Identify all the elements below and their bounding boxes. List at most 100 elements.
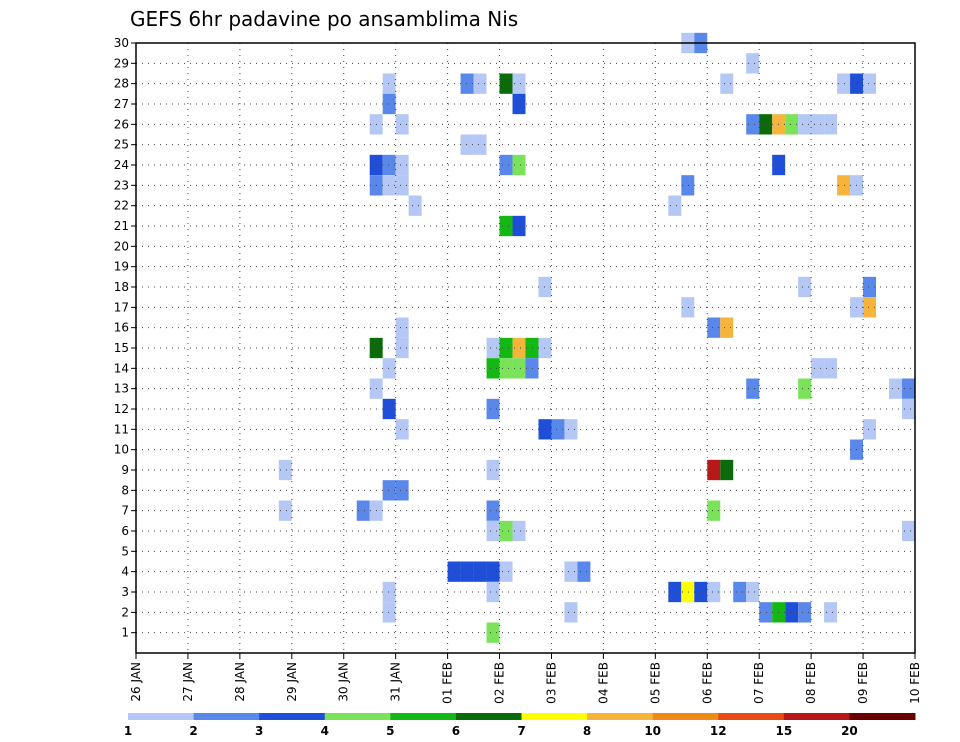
legend-label: 7 — [517, 724, 525, 738]
y-tick-label: 4 — [121, 565, 129, 579]
y-tick-label: 20 — [114, 239, 129, 253]
heatmap-cell — [824, 358, 838, 379]
legend-label: 5 — [386, 724, 394, 738]
heatmap-cell — [837, 175, 851, 196]
heatmap-cell — [811, 114, 825, 135]
heatmap-cell — [499, 561, 513, 582]
x-tick-label: 03 FEB — [545, 662, 559, 704]
heatmap-cell — [720, 459, 734, 481]
heatmap-cell — [395, 317, 409, 338]
legend-swatch — [521, 713, 588, 720]
heatmap-cell — [395, 114, 409, 135]
heatmap-cell — [512, 337, 526, 359]
heatmap-cell — [512, 520, 526, 542]
heatmap-cell — [564, 561, 578, 582]
x-tick-label: 04 FEB — [596, 662, 610, 704]
heatmap-cell — [746, 114, 760, 135]
heatmap-cell — [720, 73, 734, 94]
legend-swatch — [193, 713, 260, 720]
heatmap-cell — [486, 581, 500, 603]
legend-label: 12 — [710, 724, 727, 738]
heatmap-cell — [811, 358, 825, 379]
heatmap-cell — [460, 561, 474, 582]
legend-label: 20 — [841, 724, 858, 738]
heatmap-cell — [473, 134, 487, 155]
y-tick-label: 19 — [114, 260, 129, 274]
x-tick-label: 07 FEB — [752, 662, 766, 704]
color-legend: 1 2 3 4 5 6 7 8 10 12 15 20 — [124, 713, 916, 738]
legend-label: 3 — [255, 724, 263, 738]
heatmap-cell — [499, 337, 513, 359]
heatmap-cell — [681, 581, 695, 603]
heatmap-cell — [707, 459, 721, 481]
y-tick-label: 23 — [114, 178, 129, 192]
heatmap-cell — [382, 73, 396, 94]
y-tick-label: 16 — [114, 321, 129, 335]
heatmap-cell — [746, 581, 760, 603]
legend-swatch — [718, 713, 785, 720]
heatmap-cell — [460, 134, 474, 155]
y-tick-label: 14 — [114, 361, 129, 375]
heatmap-cell — [382, 175, 396, 196]
legend-swatch — [587, 713, 654, 720]
heatmap-cell — [512, 154, 526, 176]
heatmap-cell — [382, 358, 396, 379]
y-tick-label: 5 — [121, 544, 129, 558]
legend-swatch — [455, 713, 522, 720]
heatmap-cell — [525, 358, 539, 379]
y-axis: 1234567891011121314151617181920212223242… — [114, 36, 136, 640]
heatmap-cell — [863, 73, 877, 94]
y-tick-label: 7 — [121, 504, 129, 518]
heatmap-cell — [395, 175, 409, 196]
legend-swatch — [390, 713, 457, 720]
y-tick-label: 13 — [114, 382, 129, 396]
heatmap-cell — [668, 581, 682, 603]
heatmap-cell — [278, 459, 292, 481]
y-tick-label: 27 — [114, 97, 129, 111]
heatmap-cell — [395, 337, 409, 359]
heatmap-cell — [486, 459, 500, 481]
heatmap-cell — [382, 398, 396, 420]
legend-label: 1 — [124, 724, 132, 738]
y-tick-label: 29 — [114, 56, 129, 70]
legend-label: 10 — [644, 724, 661, 738]
heatmap-cell — [902, 378, 915, 399]
heatmap-cell — [499, 520, 513, 542]
y-tick-label: 3 — [121, 585, 129, 599]
heatmap-cell — [707, 317, 721, 338]
heatmap-cell — [681, 297, 695, 318]
x-tick-label: 31 JAN — [389, 662, 403, 702]
heatmap-cell — [499, 358, 513, 379]
x-tick-label: 30 JAN — [337, 662, 351, 702]
heatmap-cell — [837, 73, 851, 94]
x-tick-label: 27 JAN — [181, 662, 195, 702]
heatmap-cell — [863, 276, 877, 298]
heatmap-cell — [733, 581, 747, 603]
heatmap-cell — [486, 500, 500, 521]
heatmap-cell — [499, 215, 513, 237]
heatmap-cell — [798, 602, 812, 623]
x-tick-label: 08 FEB — [804, 662, 818, 704]
heatmap-cell — [486, 622, 500, 643]
legend-swatch — [259, 713, 326, 720]
heatmap-cell — [408, 195, 422, 216]
heatmap-cell — [395, 154, 409, 176]
y-tick-label: 17 — [114, 300, 129, 314]
x-tick-label: 26 JAN — [129, 662, 143, 702]
heatmap-cell — [785, 602, 799, 623]
legend-swatch — [783, 713, 850, 720]
x-tick-label: 29 JAN — [285, 662, 299, 702]
heatmap-cell — [902, 520, 915, 542]
x-axis: 26 JAN 27 JAN 28 JAN 29 JAN 30 JAN 31 JAN 01 F… — [129, 653, 922, 704]
heatmap-cell — [525, 337, 539, 359]
y-tick-label: 22 — [114, 199, 129, 213]
heatmap-cell — [499, 154, 513, 176]
heatmap-cell — [564, 602, 578, 623]
heatmap-cell — [486, 337, 500, 359]
y-tick-label: 25 — [114, 138, 129, 152]
heatmap-cell — [798, 276, 812, 298]
heatmap-cell — [759, 602, 773, 623]
heatmap-cell — [785, 114, 799, 135]
x-tick-label: 28 JAN — [233, 662, 247, 702]
